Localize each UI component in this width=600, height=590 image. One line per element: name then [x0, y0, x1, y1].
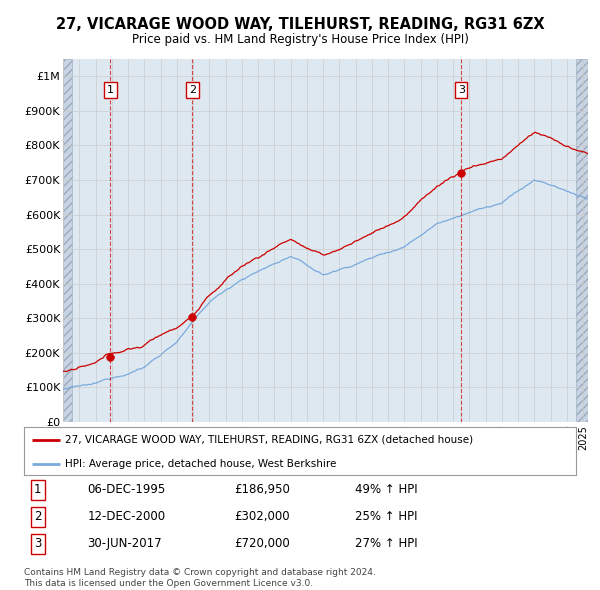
Bar	[63, 59, 72, 422]
Text: This data is licensed under the Open Government Licence v3.0.: This data is licensed under the Open Gov…	[24, 579, 313, 588]
Text: 49% ↑ HPI: 49% ↑ HPI	[355, 483, 418, 496]
Text: 27% ↑ HPI: 27% ↑ HPI	[355, 537, 418, 550]
Text: 27, VICARAGE WOOD WAY, TILEHURST, READING, RG31 6ZX (detached house): 27, VICARAGE WOOD WAY, TILEHURST, READIN…	[65, 435, 473, 445]
Text: 3: 3	[34, 537, 41, 550]
Text: 2: 2	[34, 510, 41, 523]
Text: 06-DEC-1995: 06-DEC-1995	[88, 483, 166, 496]
Text: 12-DEC-2000: 12-DEC-2000	[88, 510, 166, 523]
Text: 30-JUN-2017: 30-JUN-2017	[88, 537, 162, 550]
Text: 2: 2	[188, 85, 196, 95]
Text: £302,000: £302,000	[234, 510, 289, 523]
Text: 1: 1	[34, 483, 41, 496]
Text: £186,950: £186,950	[234, 483, 290, 496]
Text: 25% ↑ HPI: 25% ↑ HPI	[355, 510, 418, 523]
Text: 27, VICARAGE WOOD WAY, TILEHURST, READING, RG31 6ZX: 27, VICARAGE WOOD WAY, TILEHURST, READIN…	[56, 17, 544, 31]
Text: Price paid vs. HM Land Registry's House Price Index (HPI): Price paid vs. HM Land Registry's House …	[131, 33, 469, 46]
Text: 3: 3	[458, 85, 465, 95]
Text: 1: 1	[107, 85, 114, 95]
Bar	[576, 59, 588, 422]
Text: HPI: Average price, detached house, West Berkshire: HPI: Average price, detached house, West…	[65, 459, 337, 469]
Text: £720,000: £720,000	[234, 537, 290, 550]
Text: Contains HM Land Registry data © Crown copyright and database right 2024.: Contains HM Land Registry data © Crown c…	[24, 568, 376, 576]
